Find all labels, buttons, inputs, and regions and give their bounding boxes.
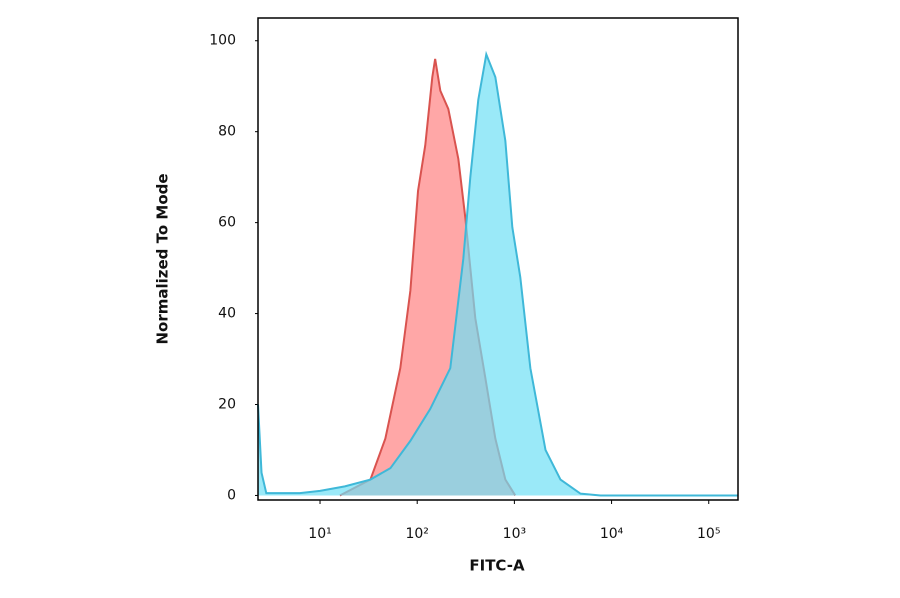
series-area bbox=[258, 54, 738, 496]
series-line bbox=[257, 50, 738, 497]
x-tick-label: 10⁵ bbox=[697, 526, 720, 542]
y-tick-label: 40 bbox=[218, 306, 236, 322]
y-tick-label: 80 bbox=[218, 124, 236, 140]
x-tick-label: 10² bbox=[405, 526, 428, 542]
y-tick-label: 20 bbox=[218, 397, 236, 413]
x-axis-label: FITC-A bbox=[469, 557, 525, 575]
plot-frame bbox=[257, 17, 739, 501]
x-tick-label: 10³ bbox=[503, 526, 526, 542]
y-tick-label: 60 bbox=[218, 215, 236, 231]
y-tick-label: 100 bbox=[209, 33, 236, 49]
y-axis-label: Normalized To Mode bbox=[154, 173, 172, 344]
x-tick-label: 10¹ bbox=[308, 526, 331, 542]
x-tick-label: 10⁴ bbox=[600, 526, 624, 542]
y-tick-label: 0 bbox=[227, 487, 236, 503]
